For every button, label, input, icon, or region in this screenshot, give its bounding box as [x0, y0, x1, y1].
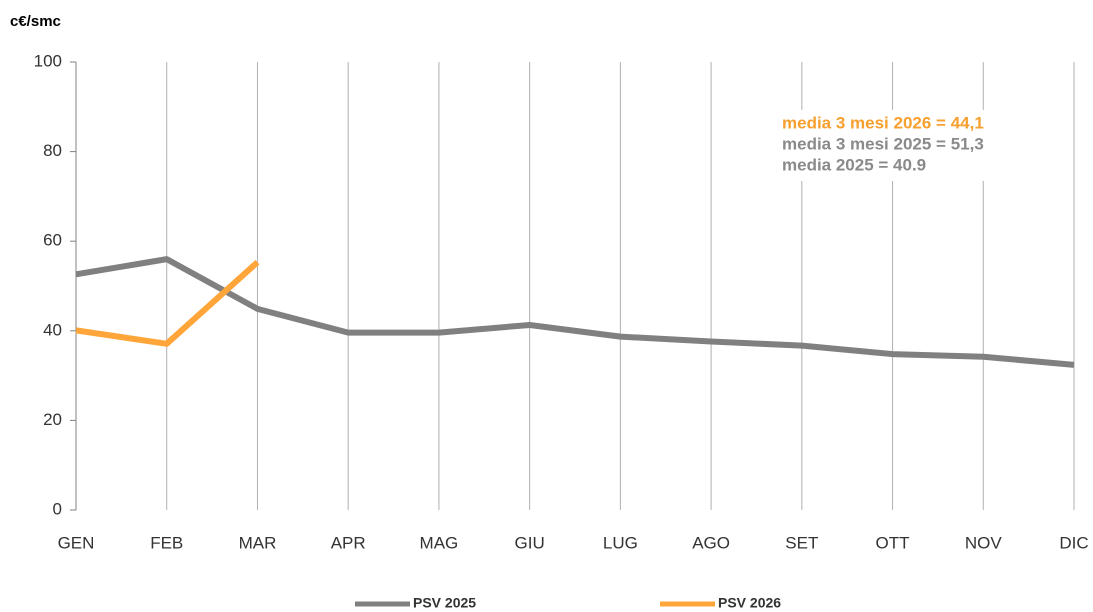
annotation: media 3 mesi 2025 = 51,3 [782, 134, 984, 153]
y-tick-label: 60 [43, 231, 62, 250]
legend-label: PSV 2025 [413, 595, 476, 611]
series-line [75, 260, 260, 347]
x-tick-label: MAR [239, 533, 277, 552]
x-tick-label: AGO [692, 533, 730, 552]
x-tick-label: LUG [603, 533, 638, 552]
x-tick-label: MAG [420, 533, 459, 552]
x-tick-label: FEB [150, 533, 183, 552]
legend-label: PSV 2026 [718, 595, 781, 611]
y-tick-label: 100 [34, 51, 62, 70]
x-tick-label: DIC [1059, 533, 1088, 552]
x-tick-label: SET [785, 533, 818, 552]
x-tick-label: NOV [965, 533, 1003, 552]
annotation: media 2025 = 40.9 [782, 155, 926, 174]
y-tick-label: 40 [43, 320, 62, 339]
x-tick-label: APR [331, 533, 366, 552]
y-tick-label: 20 [43, 410, 62, 429]
y-tick-label: 0 [53, 499, 62, 518]
y-axis-label: c€/smc [10, 13, 61, 30]
x-tick-label: GIU [515, 533, 545, 552]
x-tick-label: OTT [876, 533, 910, 552]
series-line [75, 256, 1075, 368]
annotation-box [776, 110, 1034, 181]
y-tick-label: 80 [43, 141, 62, 160]
x-tick-label: GEN [58, 533, 95, 552]
annotation: media 3 mesi 2026 = 44,1 [782, 113, 984, 132]
